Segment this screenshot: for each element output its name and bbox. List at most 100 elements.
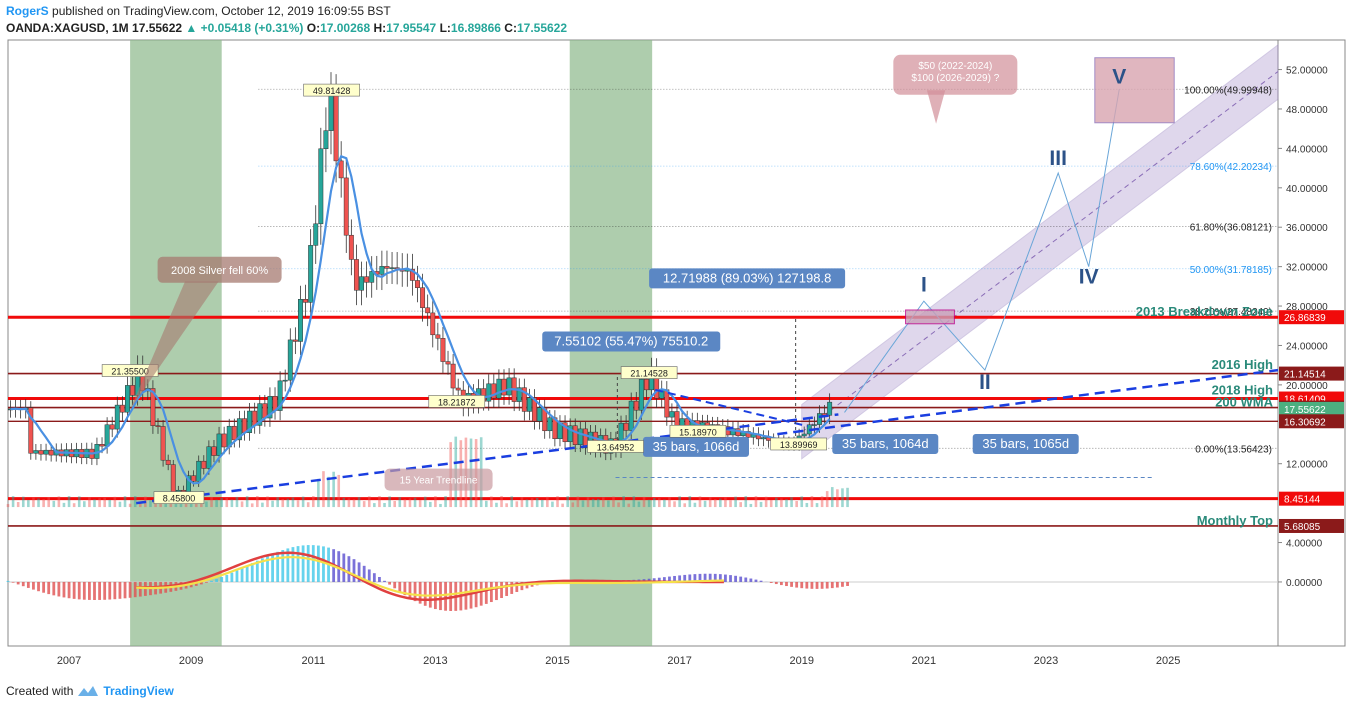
volume-bar bbox=[678, 496, 681, 508]
volume-bar bbox=[607, 500, 610, 508]
measure-label-2-bg bbox=[649, 268, 846, 289]
volume-bar bbox=[230, 499, 234, 508]
volume-bar bbox=[739, 502, 742, 508]
symbol-name[interactable]: OANDA:XAGUSD, 1M bbox=[6, 21, 129, 35]
candle-body bbox=[486, 383, 492, 402]
macd-bar bbox=[235, 570, 239, 582]
hl-tag-bg bbox=[428, 395, 486, 408]
candle-body bbox=[506, 377, 512, 396]
volume-bar bbox=[362, 501, 366, 508]
macd-bar bbox=[322, 546, 325, 582]
macd-bar bbox=[744, 577, 748, 582]
volume-bar bbox=[256, 496, 259, 508]
macd-bar bbox=[398, 581, 402, 592]
candle-body bbox=[125, 385, 130, 413]
candle-body bbox=[547, 417, 553, 432]
x-tick-2009: 2009 bbox=[179, 655, 203, 667]
candle-body bbox=[633, 400, 639, 411]
price-tag-2: 18.61409 bbox=[1284, 395, 1326, 406]
macd-bar bbox=[759, 580, 763, 582]
volume-bar bbox=[663, 499, 666, 508]
hl-tag-bg bbox=[587, 440, 644, 453]
volume-bar bbox=[88, 497, 91, 508]
macd-bar bbox=[510, 581, 514, 594]
x-tick-2015: 2015 bbox=[545, 655, 569, 667]
volume-bar bbox=[296, 500, 300, 508]
macd-bar bbox=[113, 581, 117, 600]
volume-bar bbox=[713, 499, 717, 508]
macd-bar bbox=[830, 581, 834, 589]
candle-body bbox=[277, 380, 283, 411]
volume-bar bbox=[383, 502, 386, 508]
callout-trendline-bg bbox=[384, 468, 493, 491]
hl-tag-bg bbox=[101, 364, 159, 377]
callout-2008-bg bbox=[157, 256, 282, 283]
volume-bar bbox=[540, 499, 544, 508]
x-tick-2025: 2025 bbox=[1156, 655, 1180, 667]
volume-bar bbox=[57, 496, 61, 508]
signal-line bbox=[136, 556, 724, 597]
price-axis bbox=[1277, 39, 1346, 647]
macd-bar bbox=[37, 581, 40, 592]
x-tick-2017: 2017 bbox=[667, 655, 691, 667]
candle-body bbox=[801, 433, 807, 437]
y-tick-2: 44.00000 bbox=[1286, 144, 1328, 155]
macd-bar bbox=[520, 581, 524, 591]
price-tag-5: 16.30692 bbox=[1284, 417, 1326, 428]
volume-bar bbox=[698, 496, 702, 508]
volume-bar bbox=[103, 497, 106, 508]
tradingview-brand[interactable]: TradingView bbox=[103, 684, 174, 698]
macd-bar bbox=[82, 581, 86, 600]
candle-body bbox=[582, 428, 588, 448]
candle-body bbox=[216, 433, 222, 456]
candle-body bbox=[415, 280, 420, 288]
volume-bar bbox=[490, 496, 493, 508]
x-tick-2021: 2021 bbox=[912, 655, 936, 667]
hl-tag: 21.14528 bbox=[630, 369, 668, 379]
author-name[interactable]: RogerS bbox=[6, 4, 49, 18]
macd-bar bbox=[276, 551, 280, 582]
x-tick-2013: 2013 bbox=[423, 655, 447, 667]
volume-bar bbox=[790, 497, 793, 508]
macd-bar bbox=[26, 581, 30, 588]
volume-bar bbox=[93, 499, 96, 508]
volume-bar bbox=[749, 503, 753, 508]
volume-bar bbox=[602, 497, 605, 508]
macd-bar bbox=[749, 578, 753, 582]
price-change: ▲ +0.05418 (+0.31%) bbox=[185, 21, 304, 35]
candle-body bbox=[28, 407, 34, 454]
callout-target-pointer bbox=[926, 90, 946, 124]
candle-body bbox=[562, 422, 568, 443]
volume-bar bbox=[657, 498, 661, 508]
volume-bar bbox=[596, 498, 600, 508]
bars-label-3: 35 bars, 1065d bbox=[982, 436, 1069, 451]
candle-body bbox=[328, 95, 334, 131]
volume-bar bbox=[205, 501, 208, 508]
volume-bar bbox=[342, 497, 346, 508]
candle-body bbox=[196, 460, 202, 482]
volume-bar bbox=[52, 500, 56, 508]
callout-trendline: 15 Year Trendline bbox=[400, 476, 478, 487]
volume-bar bbox=[98, 498, 101, 508]
macd-bar bbox=[6, 580, 10, 582]
volume-bar bbox=[413, 497, 417, 508]
macd-bar bbox=[673, 575, 676, 582]
volume-bar bbox=[133, 496, 137, 508]
candle-body bbox=[537, 407, 543, 422]
macd-bar bbox=[245, 565, 249, 582]
zone-label-1: 2016 High bbox=[1212, 357, 1273, 372]
macd-bar bbox=[444, 581, 447, 611]
macd-bar bbox=[342, 553, 346, 582]
candle-body bbox=[348, 234, 354, 260]
volume-bar bbox=[546, 496, 549, 508]
macd-bar bbox=[779, 581, 783, 586]
candle-body bbox=[455, 387, 461, 391]
hl-tag: 8.45800 bbox=[163, 494, 196, 504]
fib-label-5: 0.00%(13.56423) bbox=[1195, 444, 1272, 455]
candle-body bbox=[130, 385, 136, 396]
macd-bar bbox=[316, 545, 320, 582]
price-tag-7: 5.68085 bbox=[1284, 522, 1321, 533]
volume-bar bbox=[708, 497, 712, 508]
macd-bar bbox=[123, 581, 127, 599]
